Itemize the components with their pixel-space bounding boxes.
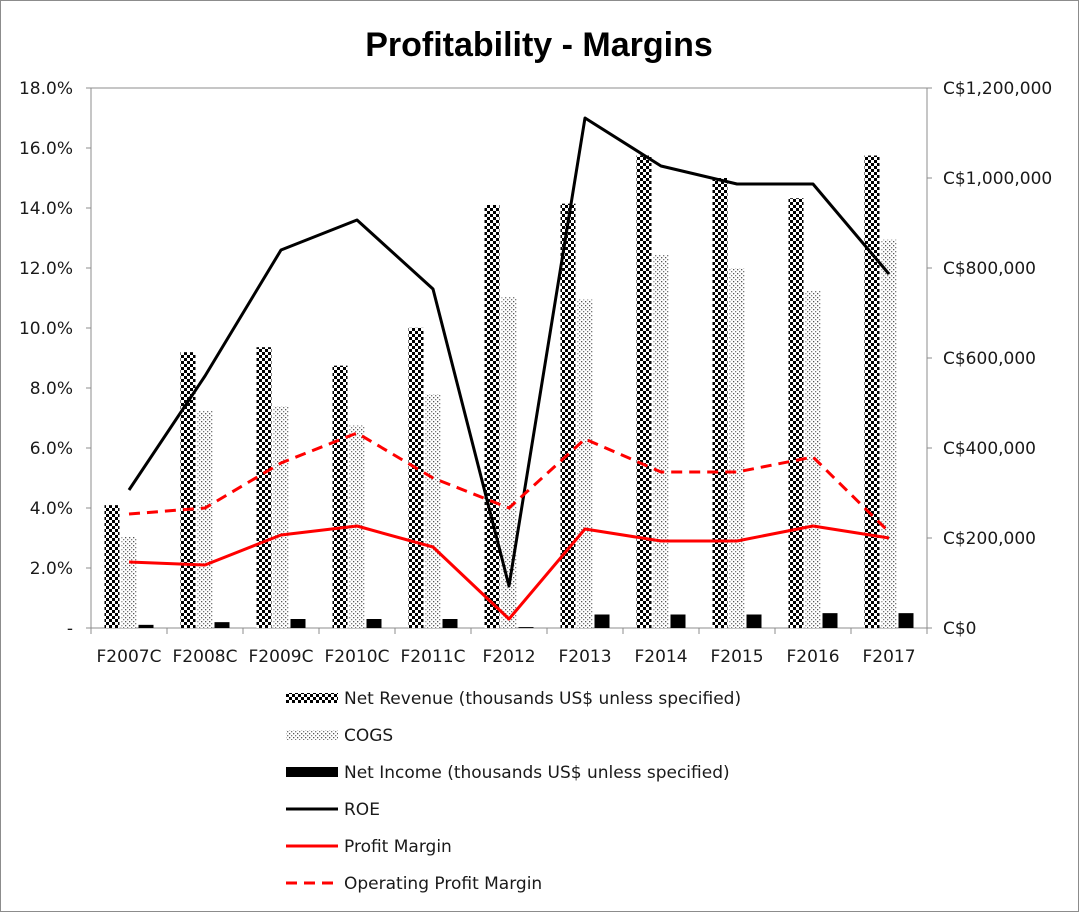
bar [273,406,289,628]
bar [518,627,534,628]
bar [408,327,424,628]
bar [256,347,272,628]
right-axis-tick-label: C$1,000,000 [943,169,1052,189]
line-series [128,431,891,534]
bar [670,614,686,628]
right-axis-tick-label: C$200,000 [943,529,1036,549]
bar [729,268,745,628]
left-axis-tick-label: 10.0% [19,319,73,339]
legend-item: Net Revenue (thousands US$ unless specif… [286,689,741,709]
bar [864,155,880,628]
legend-label: Operating Profit Margin [344,874,542,894]
legend-label: COGS [344,726,393,746]
bar [214,622,230,628]
chart-title: Profitability - Margins [365,26,713,64]
legend-swatch [286,767,338,777]
bar [594,614,610,628]
bar [712,178,728,628]
bar [290,619,306,628]
legend-label: ROE [344,800,380,820]
x-axis-tick-label: F2015 [710,647,763,667]
legend: Net Revenue (thousands US$ unless specif… [286,689,741,894]
bar [138,624,154,628]
legend-item: Net Income (thousands US$ unless specifi… [286,763,730,783]
left-axis-tick-label: 18.0% [19,79,73,99]
bar [484,205,500,628]
line-series [127,116,891,588]
bar [653,254,669,628]
bar-series [138,613,914,628]
bar [332,365,348,628]
x-axis-tick-label: F2014 [634,647,687,667]
right-axis-tick-label: C$1,200,000 [943,79,1052,99]
bar [805,290,821,628]
bar [881,239,897,628]
legend-item: Profit Margin [286,837,452,857]
x-axis-tick-label: F2013 [558,647,611,667]
legend-item: Operating Profit Margin [286,874,542,894]
bar [442,619,458,628]
left-axis-tick-label: 4.0% [30,499,73,519]
right-axis-tick-label: C$800,000 [943,259,1036,279]
x-axis-tick-label: F2008C [173,647,238,667]
x-axis-tick-label: F2011C [401,647,466,667]
bar [788,198,804,628]
x-axis-tick-label: F2016 [786,647,839,667]
left-axis-tick-label: - [67,619,73,639]
x-axis-tick-label: F2010C [325,647,390,667]
left-axis-tick-label: 2.0% [30,559,73,579]
legend-label: Net Income (thousands US$ unless specifi… [344,763,730,783]
x-axis-tick-label: F2012 [482,647,535,667]
bar [104,505,120,628]
bar [636,155,652,628]
legend-label: Profit Margin [344,837,452,857]
left-axis-tick-label: 6.0% [30,439,73,459]
bar [898,613,914,628]
left-axis-tick-label: 16.0% [19,139,73,159]
bar-series [121,239,897,628]
left-axis-tick-label: 8.0% [30,379,73,399]
legend-label: Net Revenue (thousands US$ unless specif… [344,689,741,709]
legend-item: ROE [286,800,380,820]
right-axis-tick-label: C$600,000 [943,349,1036,369]
bar [560,203,576,628]
bar [197,410,213,628]
x-axis-tick-label: F2017 [862,647,915,667]
bar [121,536,137,628]
left-axis-tick-label: 14.0% [19,199,73,219]
bar [425,394,441,628]
bar [577,299,593,628]
left-axis-tick-label: 12.0% [19,259,73,279]
bar [501,297,517,628]
bar [822,613,838,628]
x-axis-tick-label: F2007C [97,647,162,667]
bar-series [104,155,880,628]
line-series [128,524,890,621]
bar [366,619,382,628]
right-axis-tick-label: C$0 [943,619,977,639]
x-axis-tick-label: F2009C [249,647,314,667]
legend-swatch [286,693,338,703]
bar [180,352,196,628]
legend-item: COGS [286,726,393,746]
bar [746,614,762,628]
legend-swatch [286,730,338,740]
right-axis-tick-label: C$400,000 [943,439,1036,459]
